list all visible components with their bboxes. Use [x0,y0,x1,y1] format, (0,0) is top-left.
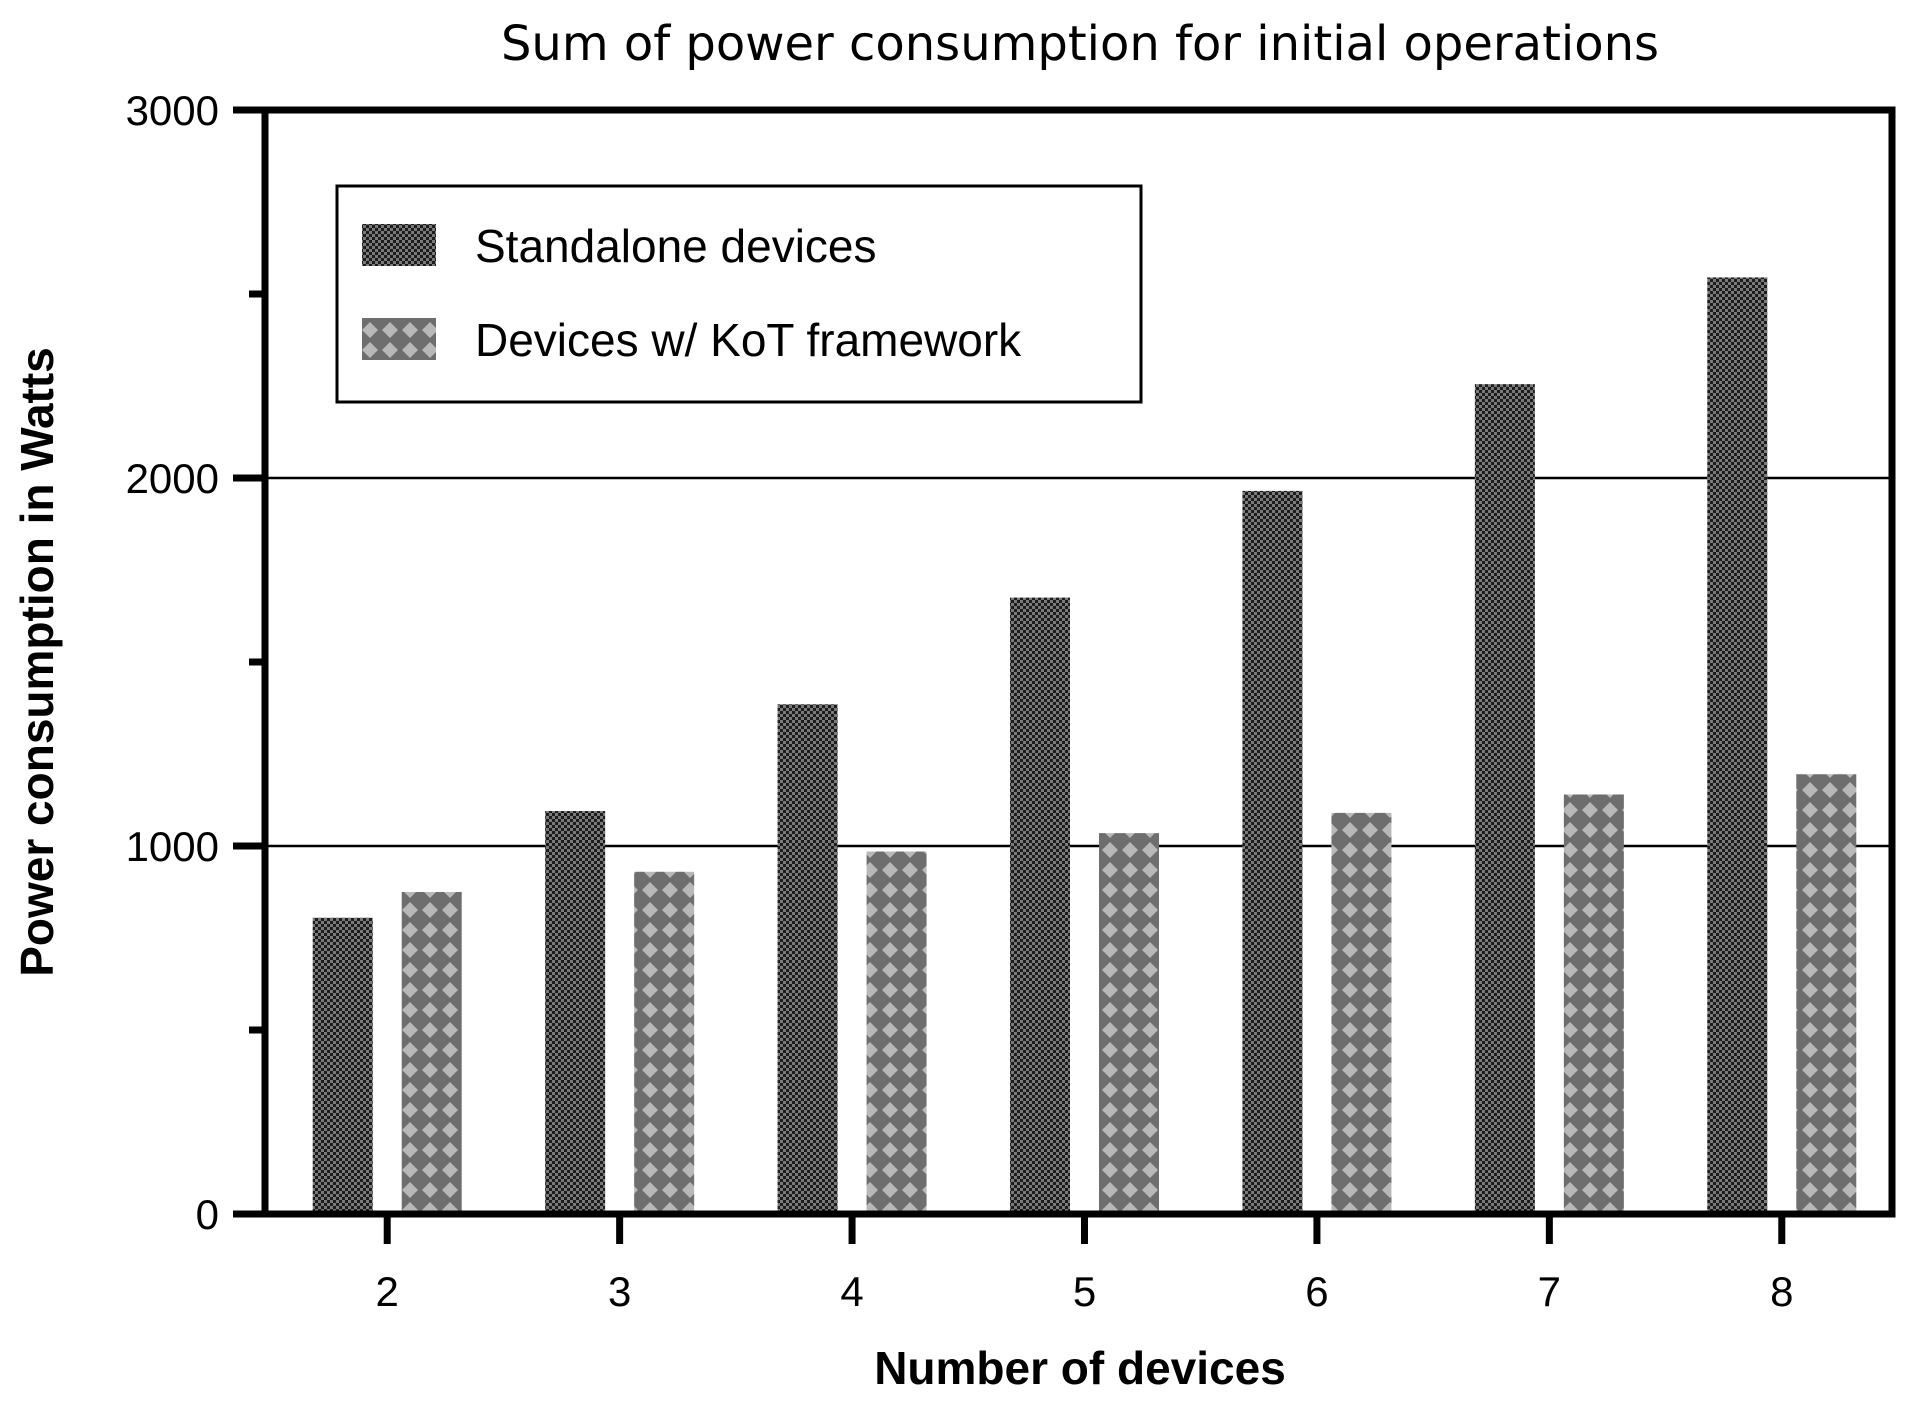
x-tick-label-5: 5 [1073,1268,1096,1315]
legend-label-kot: Devices w/ KoT framework [475,314,1022,366]
legend-label-standalone: Standalone devices [475,220,877,272]
x-axis-label: Number of devices [874,1342,1286,1394]
x-tick-label-6: 6 [1305,1268,1328,1315]
y-tick-label-3000: 3000 [126,87,219,134]
bar-kot-3 [634,871,695,1214]
bar-kot-4 [866,851,927,1214]
x-tick-label-7: 7 [1538,1268,1561,1315]
bar-standalone-4 [777,704,838,1214]
bars [312,277,1857,1214]
x-axis-ticks: 2 3 4 5 6 7 8 [376,1214,1793,1315]
x-tick-label-4: 4 [840,1268,863,1315]
bar-kot-2 [401,892,462,1214]
y-axis-ticks: 0 1000 2000 3000 [126,87,265,1238]
bar-standalone-5 [1010,597,1070,1214]
legend-swatch-kot [362,318,436,360]
bar-standalone-8 [1707,277,1768,1214]
legend-box [335,184,1143,404]
y-tick-label-0: 0 [196,1191,219,1238]
x-tick-label-2: 2 [376,1268,399,1315]
x-tick-label-3: 3 [608,1268,631,1315]
y-tick-label-1000: 1000 [126,823,219,870]
bar-standalone-7 [1474,384,1535,1214]
bar-standalone-6 [1242,490,1303,1214]
legend: Standalone devices Devices w/ KoT framew… [335,184,1143,404]
x-tick-label-8: 8 [1770,1268,1793,1315]
bar-standalone-3 [545,811,606,1214]
bar-kot-6 [1331,812,1392,1214]
chart-title: Sum of power consumption for initial ope… [501,16,1659,72]
bar-standalone-2 [312,917,373,1214]
bar-kot-5 [1099,833,1159,1214]
legend-swatch-standalone [362,224,436,266]
bar-kot-7 [1563,794,1624,1214]
y-tick-label-2000: 2000 [126,455,219,502]
bar-kot-8 [1796,774,1857,1214]
y-axis-label: Power consumption in Watts [11,347,63,977]
gridlines [265,476,1892,848]
